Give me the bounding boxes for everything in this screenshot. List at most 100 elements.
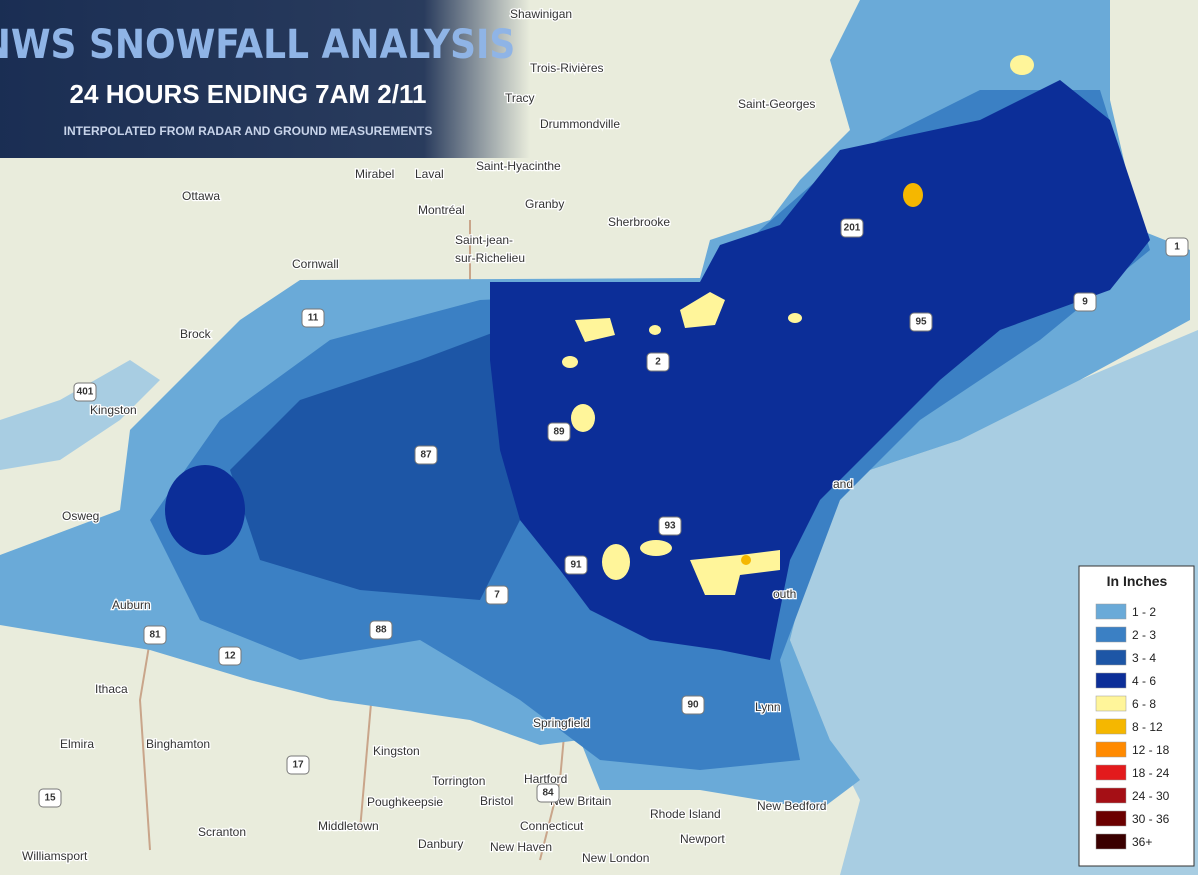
- shield: [536, 783, 560, 803]
- legend-label: 2 - 3: [1132, 628, 1156, 642]
- shield-label: 90: [687, 700, 699, 711]
- shield: [646, 352, 670, 372]
- city-label: Newport: [680, 832, 725, 846]
- legend-label: 4 - 6: [1132, 674, 1156, 688]
- shield: [286, 755, 310, 775]
- city-label: Elmira: [60, 737, 94, 751]
- shield-label: 2: [655, 357, 661, 368]
- city-label: Mirabel: [355, 167, 394, 181]
- city-label: Auburn: [112, 598, 151, 612]
- legend-label: 12 - 18: [1132, 743, 1170, 757]
- legend-label: 30 - 36: [1132, 812, 1170, 826]
- shield-label: 93: [664, 521, 676, 532]
- city-label: Hartford: [524, 772, 567, 786]
- shield: [38, 788, 62, 808]
- city-label: Granby: [525, 197, 564, 211]
- shield-label: 401: [77, 387, 94, 398]
- city-label: sur-Richelieu: [455, 251, 525, 265]
- city-label: Connecticut: [520, 819, 584, 833]
- note: INTERPOLATED FROM RADAR AND GROUND MEASU…: [64, 124, 433, 138]
- shield-label: 89: [553, 427, 565, 438]
- legend-label: 36+: [1132, 835, 1152, 849]
- legend-swatch: [1095, 833, 1127, 850]
- shield-label: 7: [494, 590, 500, 601]
- city-label: and: [833, 477, 853, 491]
- city-label: Williamsport: [22, 849, 88, 863]
- legend-swatch: [1095, 672, 1127, 689]
- city-label: outh: [773, 587, 796, 601]
- city-label: New Haven: [490, 840, 552, 854]
- shield: [681, 695, 705, 715]
- shield-label: 12: [224, 651, 236, 662]
- city-label: Torrington: [432, 774, 485, 788]
- shield: [1165, 237, 1189, 257]
- shield-label: 88: [375, 625, 387, 636]
- legend-swatch: [1095, 741, 1127, 758]
- shield: [547, 422, 571, 442]
- shield: [73, 382, 97, 402]
- shield: [485, 585, 509, 605]
- snowfall: [0, 0, 1190, 810]
- shield-label: 15: [44, 793, 56, 804]
- city-label: Bristol: [480, 794, 513, 808]
- shield: [218, 646, 242, 666]
- shield-label: 87: [420, 450, 432, 461]
- lake-ontario: [0, 360, 160, 470]
- legend-label: 24 - 30: [1132, 789, 1170, 803]
- legend-swatch: [1095, 626, 1127, 643]
- legend-swatch: [1095, 718, 1127, 735]
- city-label: Poughkeepsie: [367, 795, 443, 809]
- legend-swatch: [1095, 810, 1127, 827]
- shield: [840, 218, 864, 238]
- city-label: Osweg: [62, 509, 99, 523]
- city-label: Saint-Hyacinthe: [476, 159, 561, 173]
- subtitle: 24 HOURS ENDING 7AM 2/11: [70, 79, 427, 109]
- title-banner: [0, 0, 530, 158]
- shield: [909, 312, 933, 332]
- city-label: Danbury: [418, 837, 463, 851]
- shield-label: 9: [1082, 297, 1088, 308]
- city-label: Lynn: [755, 700, 781, 714]
- legend-label: 18 - 24: [1132, 766, 1170, 780]
- city-label: New Britain: [550, 794, 611, 808]
- shield: [369, 620, 393, 640]
- shield: [564, 555, 588, 575]
- shield: [143, 625, 167, 645]
- city-label: Ottawa: [182, 189, 220, 203]
- shield-label: 201: [844, 223, 861, 234]
- shield: [301, 308, 325, 328]
- city-label: Ithaca: [95, 682, 128, 696]
- shield-label: 84: [542, 788, 554, 799]
- city-label: New London: [582, 851, 649, 865]
- shield-label: 11: [308, 313, 319, 324]
- legend-title: In Inches: [1107, 573, 1168, 589]
- shield-label: 81: [149, 630, 161, 641]
- city-label: Tracy: [505, 91, 535, 105]
- city-label: Brock: [180, 327, 212, 341]
- city-label: Sherbrooke: [608, 215, 670, 229]
- city-label: Saint-jean-: [455, 233, 513, 247]
- city-label: Kingston: [373, 744, 420, 758]
- legend-swatch: [1095, 649, 1127, 666]
- city-label: Laval: [415, 167, 444, 181]
- legend-swatch: [1095, 764, 1127, 781]
- city-label: New Bedford: [757, 799, 826, 813]
- city-label: Middletown: [318, 819, 379, 833]
- shield: [658, 516, 682, 536]
- city-label: Kingston: [90, 403, 137, 417]
- city-label: Shawinigan: [510, 7, 572, 21]
- legend-swatch: [1095, 695, 1127, 712]
- city-label: Rhode Island: [650, 807, 721, 821]
- shield: [1073, 292, 1097, 312]
- city-label: Trois-Rivières: [530, 61, 604, 75]
- shield-label: 1: [1174, 242, 1180, 253]
- title: NWS SNOWFALL ANALYSIS: [0, 22, 515, 68]
- city-label: Cornwall: [292, 257, 339, 271]
- shield: [414, 445, 438, 465]
- legend-label: 8 - 12: [1132, 720, 1163, 734]
- legend-swatch: [1095, 603, 1127, 620]
- shield-label: 17: [292, 760, 304, 771]
- city-label: Scranton: [198, 825, 246, 839]
- shield-label: 91: [570, 560, 582, 571]
